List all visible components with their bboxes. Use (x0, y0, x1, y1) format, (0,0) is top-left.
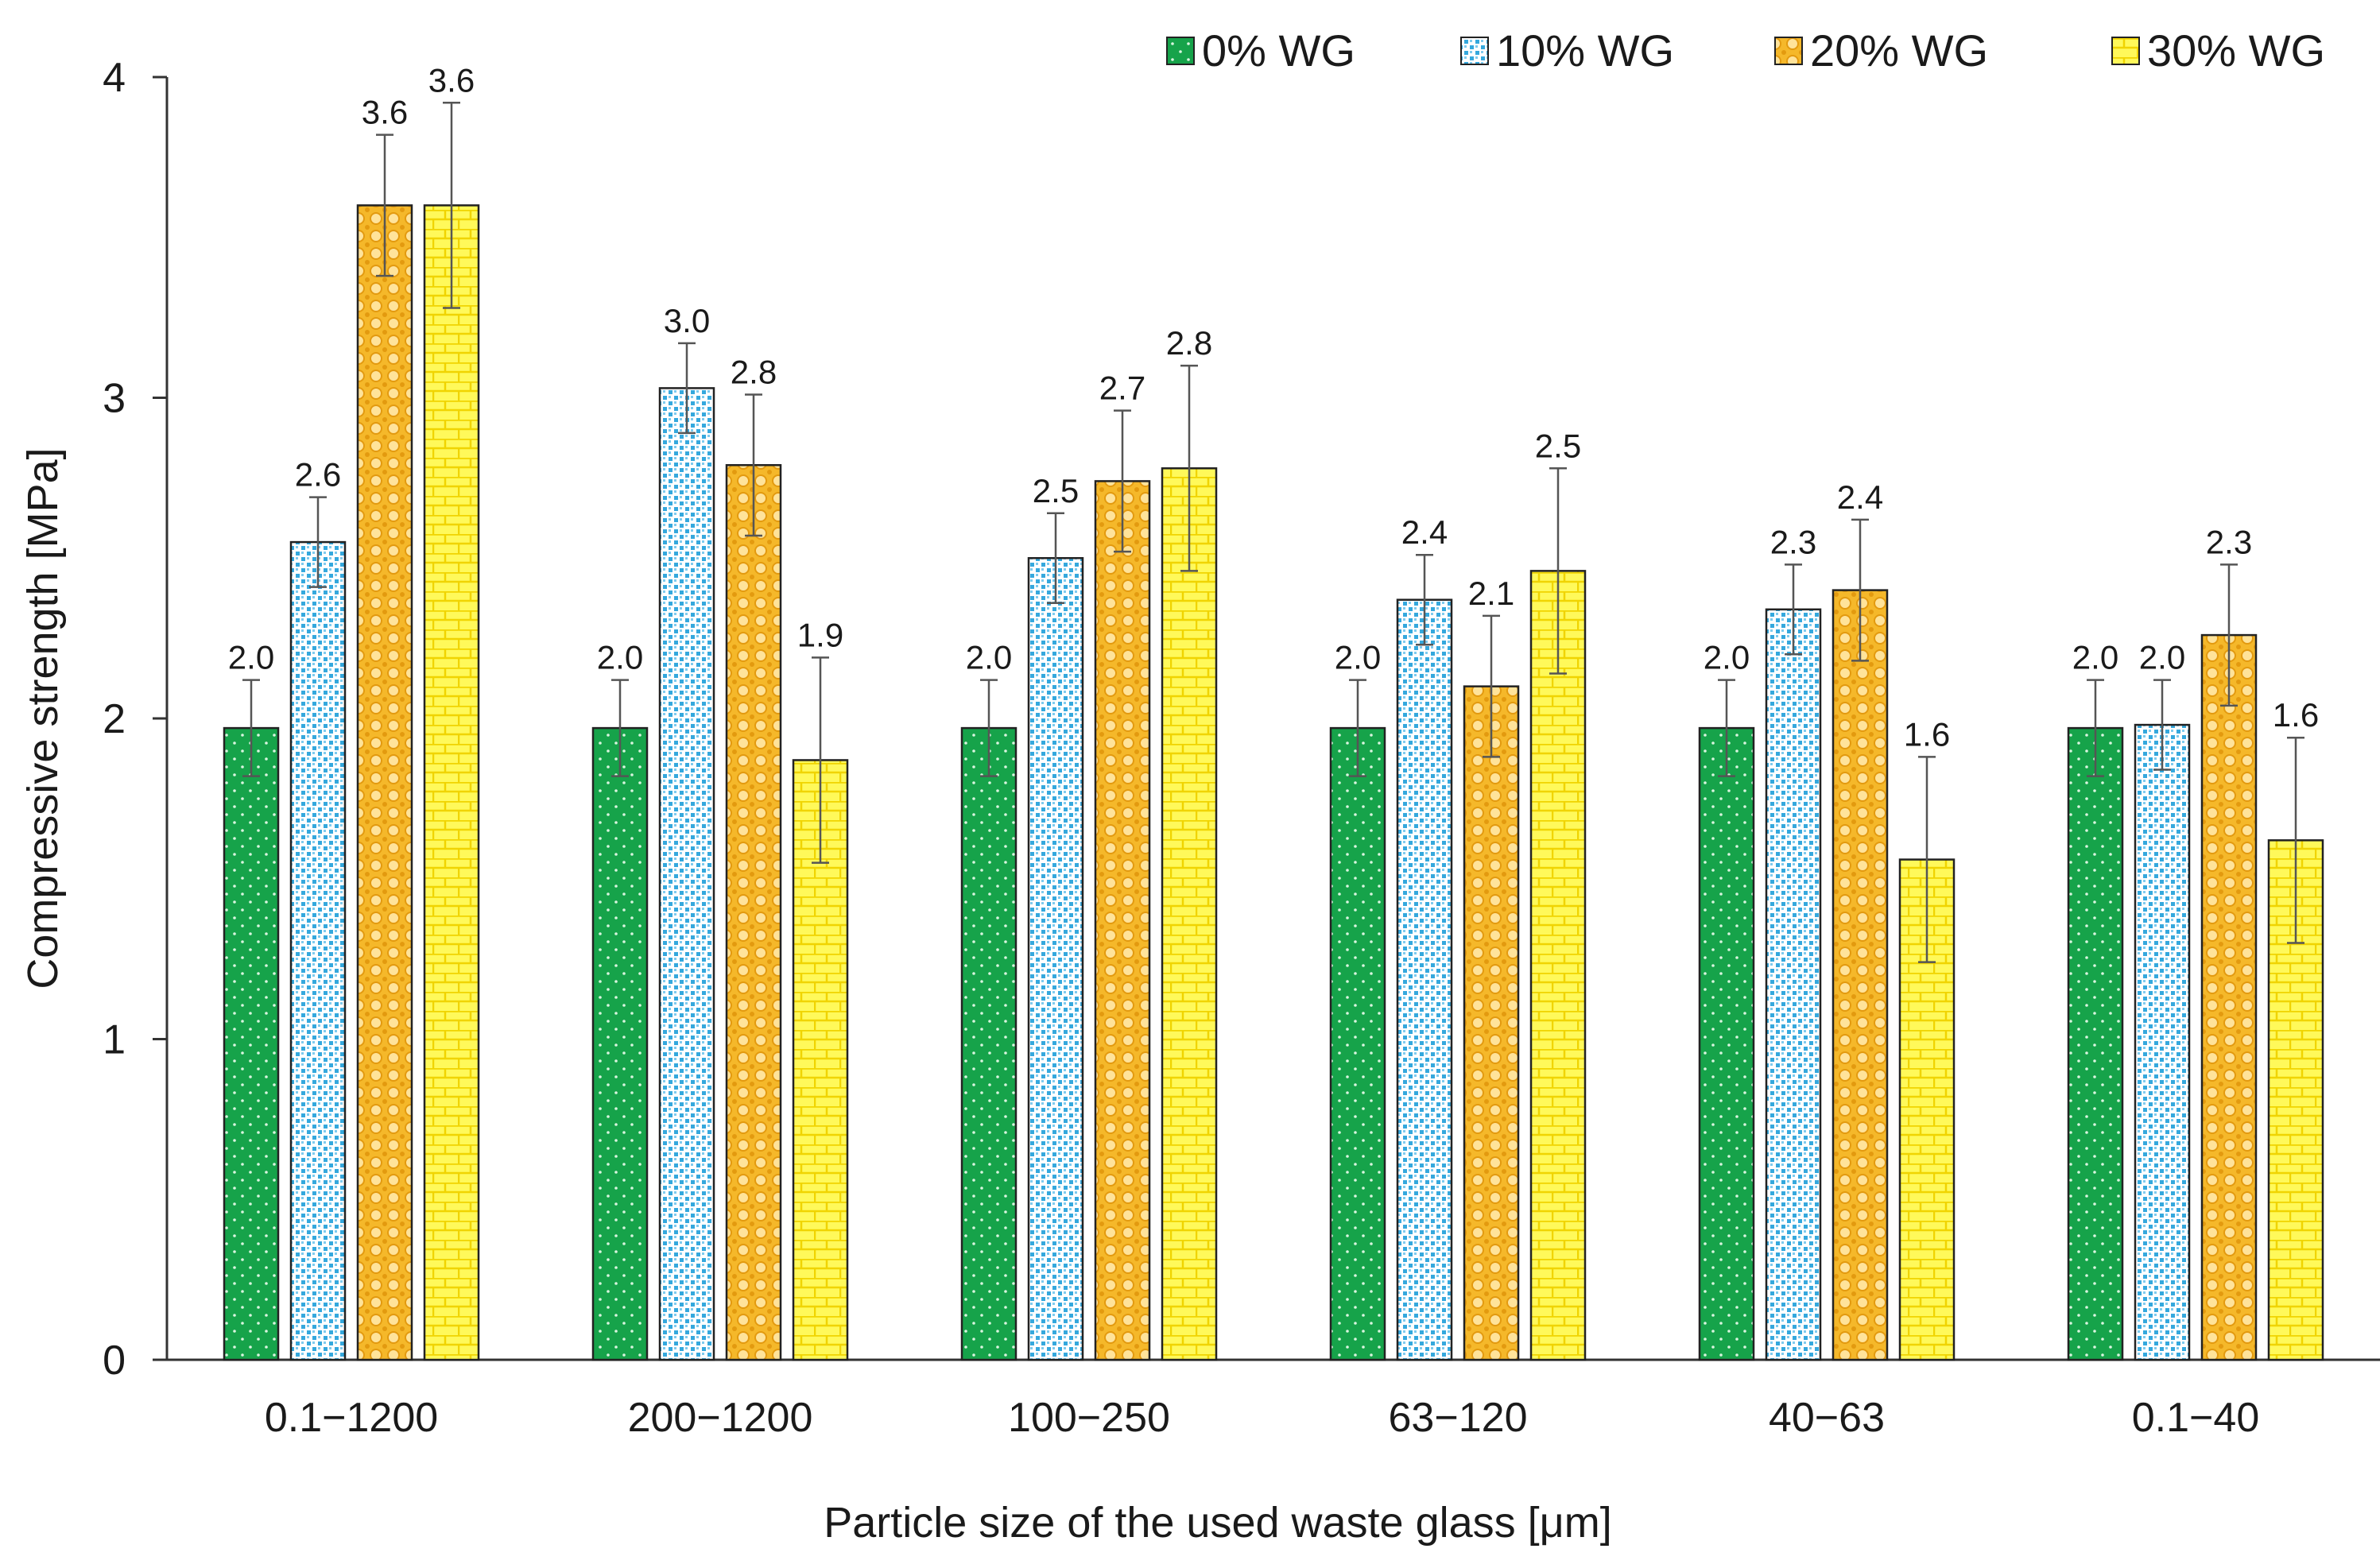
data-label: 2.3 (2206, 523, 2252, 560)
data-label: 1.9 (797, 616, 843, 653)
x-tick-label: 63−120 (1389, 1395, 1528, 1441)
data-label: 2.0 (2139, 639, 2185, 676)
x-tick-label: 40−63 (1769, 1395, 1885, 1441)
data-label: 1.6 (1904, 715, 1950, 753)
data-label: 2.0 (2072, 639, 2118, 676)
data-label: 2.1 (1468, 575, 1514, 612)
legend-label: 30% WG (2147, 25, 2325, 75)
legend-swatch (1460, 37, 1489, 65)
bar (960, 726, 1018, 1361)
y-tick-label: 0 (103, 1338, 126, 1384)
bar (2134, 723, 2191, 1361)
bar (1765, 608, 1822, 1361)
legend-label: 0% WG (1202, 25, 1355, 75)
bar (2067, 726, 2124, 1361)
y-tick-label: 3 (103, 376, 126, 422)
x-tick-label: 100−250 (1008, 1395, 1170, 1441)
data-label: 2.8 (731, 353, 777, 390)
bar (725, 463, 782, 1361)
y-tick-label: 1 (103, 1017, 126, 1063)
error-bars (242, 102, 2304, 963)
bar (1396, 598, 1453, 1361)
bar (1698, 726, 1755, 1361)
data-label: 3.6 (428, 61, 475, 99)
bar (1161, 467, 1218, 1361)
data-label: 2.6 (295, 456, 341, 494)
data-labels: 2.0 2.6 3.6 3.6 2.0 3.0 2.8 1.9 2.0 2.5 2.7 2.8 2.0 2… (228, 61, 2319, 753)
bar (1329, 726, 1386, 1361)
data-label: 2.0 (966, 639, 1012, 676)
data-label: 2.0 (228, 639, 274, 676)
bar (1529, 570, 1587, 1361)
bar (223, 726, 280, 1361)
x-tick-label: 200−1200 (628, 1395, 813, 1441)
data-label: 2.7 (1099, 370, 1145, 407)
data-label: 2.5 (1535, 427, 1581, 464)
bar (2200, 633, 2258, 1361)
x-tick-label: 0.1−40 (2132, 1395, 2260, 1441)
bar (591, 726, 649, 1361)
data-label: 2.4 (1401, 513, 1448, 551)
data-label: 2.8 (1166, 324, 1212, 362)
bar (289, 540, 347, 1361)
bar (1094, 480, 1151, 1361)
legend-label: 20% WG (1810, 25, 1988, 75)
bar (1027, 557, 1084, 1361)
bars (223, 204, 2324, 1361)
legend-label: 10% WG (1496, 25, 1674, 75)
bar (658, 387, 715, 1361)
data-label: 2.0 (597, 639, 643, 676)
y-axis-title: Compressive strength [MPa] (19, 447, 67, 989)
bar (356, 204, 413, 1361)
legend: 0% WG 10% WG 20% WG 30% WG (1166, 25, 2325, 75)
legend-swatch (1166, 37, 1195, 65)
data-label: 2.4 (1837, 478, 1883, 516)
data-label: 3.0 (664, 302, 710, 339)
data-label: 2.5 (1033, 472, 1079, 509)
bar (1463, 685, 1520, 1361)
y-tick-label: 2 (103, 696, 126, 742)
data-label: 2.0 (1335, 639, 1381, 676)
axes: 0 1 2 3 4 Compressive strength [MPa] Particle … (19, 55, 2380, 1547)
legend-swatch (2111, 37, 2140, 65)
y-tick-label: 4 (103, 55, 126, 101)
legend-swatch (1774, 37, 1803, 65)
bar (1832, 589, 1889, 1361)
x-tick-label: 0.1−1200 (265, 1395, 438, 1441)
data-label: 2.3 (1770, 523, 1816, 560)
data-label: 2.0 (1704, 639, 1750, 676)
x-axis-title: Particle size of the used waste glass [μ… (824, 1499, 1612, 1547)
bar (423, 204, 480, 1361)
data-label: 1.6 (2273, 696, 2319, 734)
data-label: 3.6 (362, 94, 408, 131)
